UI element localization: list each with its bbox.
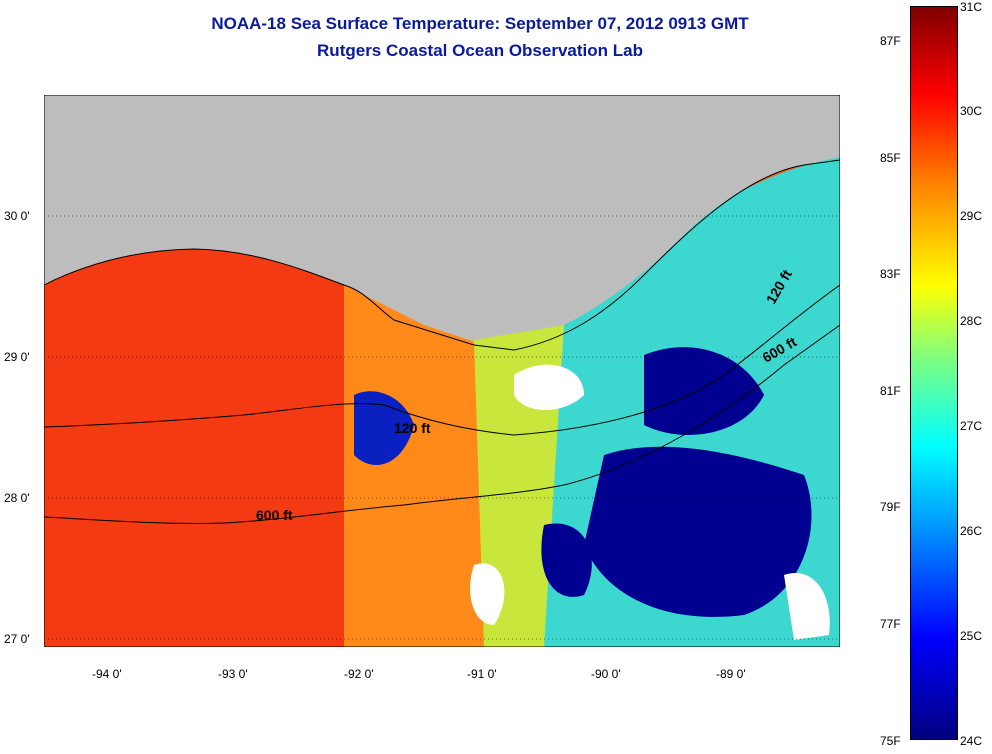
lon-label: -93 0' xyxy=(218,667,248,681)
colorbar-fahrenheit-label: 75F xyxy=(880,734,901,748)
colorbar-celsius-label: 25C xyxy=(960,629,983,643)
colorbar-celsius-label: 30C xyxy=(960,104,983,118)
colorbar-fahrenheit-label: 79F xyxy=(880,500,901,514)
lon-label: -94 0' xyxy=(92,667,122,681)
colorbar-celsius-label: 24C xyxy=(960,734,983,748)
lon-label: -92 0' xyxy=(344,667,374,681)
lon-label: -89 0' xyxy=(716,667,746,681)
sst-map: 120 ft 600 ft 120 ft 600 ft xyxy=(44,95,840,647)
map-title: NOAA-18 Sea Surface Temperature: Septemb… xyxy=(211,14,749,33)
lat-label: 28 0' xyxy=(4,491,30,505)
colorbar-celsius-label: 31C xyxy=(960,0,983,14)
colorbar-fahrenheit-label: 77F xyxy=(880,617,901,631)
lon-label: -90 0' xyxy=(591,667,621,681)
colorbar-fahrenheit-label: 87F xyxy=(880,34,901,48)
contour-120ft xyxy=(44,284,840,436)
contour-label: 120 ft xyxy=(394,420,431,436)
colorbar-celsius-label: 26C xyxy=(960,524,983,538)
colorbar-fahrenheit-label: 85F xyxy=(880,151,901,165)
contour-600ft xyxy=(44,324,840,524)
temperature-colorbar xyxy=(910,6,958,740)
colorbar-celsius-label: 28C xyxy=(960,314,983,328)
lat-label: 29 0' xyxy=(4,350,30,364)
colorbar-fahrenheit-label: 81F xyxy=(880,384,901,398)
lat-label: 30 0' xyxy=(4,209,30,223)
colorbar-celsius-label: 27C xyxy=(960,419,983,433)
lat-label: 27 0' xyxy=(4,632,30,646)
colorbar-fahrenheit-label: 83F xyxy=(880,267,901,281)
colorbar-celsius-label: 29C xyxy=(960,209,983,223)
lon-label: -91 0' xyxy=(467,667,497,681)
map-subtitle: Rutgers Coastal Ocean Observation Lab xyxy=(317,41,643,60)
contour-label: 600 ft xyxy=(256,507,293,523)
